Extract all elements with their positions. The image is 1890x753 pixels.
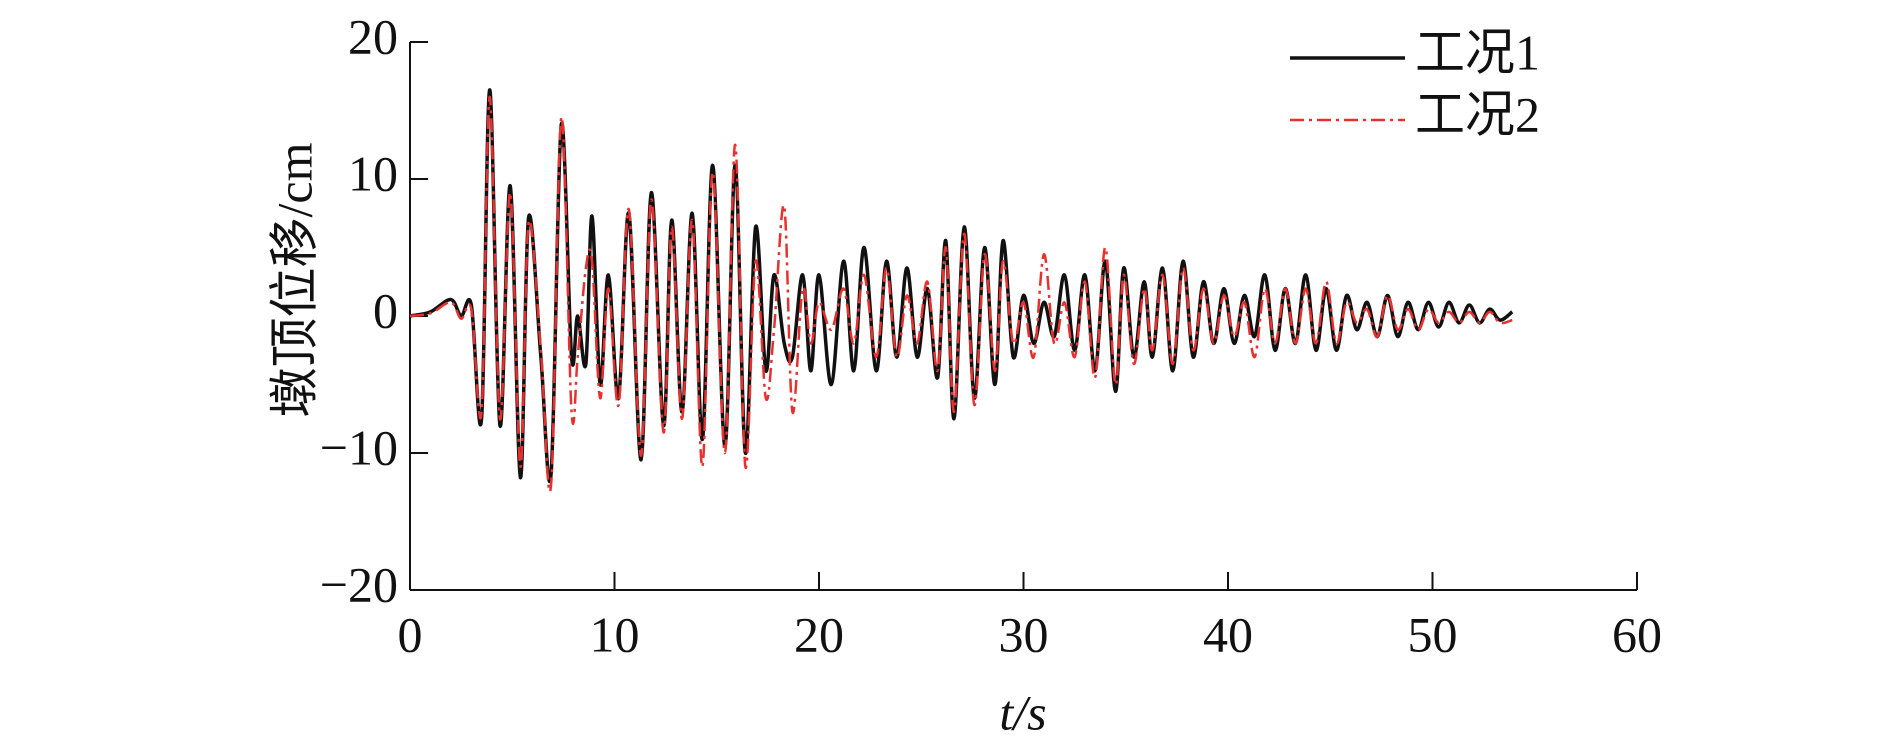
x-tick-label: 60 — [1612, 606, 1662, 662]
x-tick-label: 50 — [1408, 606, 1458, 662]
y-tick-label: 20 — [348, 8, 398, 64]
x-tick-label: 0 — [398, 606, 423, 662]
legend-label: 工况2 — [1415, 86, 1540, 142]
x-tick-label: 40 — [1203, 606, 1253, 662]
data-line — [409, 95, 1513, 493]
y-tick-label: 0 — [373, 282, 398, 338]
y-tick-label: −20 — [320, 556, 398, 612]
x-tick-label: 20 — [794, 606, 844, 662]
legend-label: 工况1 — [1415, 24, 1540, 80]
x-tick-label: 10 — [590, 606, 640, 662]
y-axis-label: 墩顶位移/cm — [266, 142, 322, 417]
x-tick-label: 30 — [999, 606, 1049, 662]
y-tick-label: 10 — [348, 145, 398, 201]
y-tick-label: −10 — [320, 419, 398, 475]
x-axis-label: t/s — [999, 684, 1046, 740]
